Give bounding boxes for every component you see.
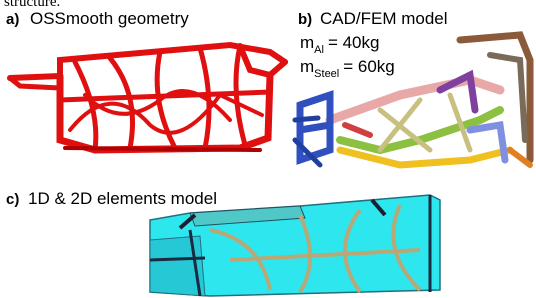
cad-model-part <box>440 75 475 110</box>
panel-title: OSSmooth geometry <box>30 9 189 28</box>
cad-model-part <box>340 150 510 165</box>
mass-value: = 40kg <box>328 33 380 52</box>
mass-value: = 60kg <box>343 57 395 76</box>
page: {"top_text": "structure.", "panels": [ {… <box>0 0 536 298</box>
page-body: structure. a) OSSmooth geometry b) CAD/F… <box>0 0 536 298</box>
symbol: m <box>300 57 314 76</box>
cad-model <box>295 35 530 165</box>
panel-title: CAD/FEM model <box>320 9 448 28</box>
red-lattice-part <box>65 148 260 150</box>
panel-label: a) <box>6 11 19 28</box>
subscript: Al <box>314 44 324 56</box>
subscript: Steel <box>314 68 339 80</box>
symbol: m <box>300 33 314 52</box>
mass-annotation: mAl = 40kg <box>300 33 379 56</box>
panel-title: 1D & 2D elements model <box>28 189 217 208</box>
shell-model <box>150 195 440 296</box>
figure: structure. a) OSSmooth geometry b) CAD/F… <box>0 0 536 298</box>
red-lattice <box>10 45 285 150</box>
cad-model-part <box>345 125 370 135</box>
panel-label: b) <box>298 11 312 28</box>
mass-annotation: mSteel = 60kg <box>300 57 395 80</box>
panel-label: c) <box>6 191 19 208</box>
